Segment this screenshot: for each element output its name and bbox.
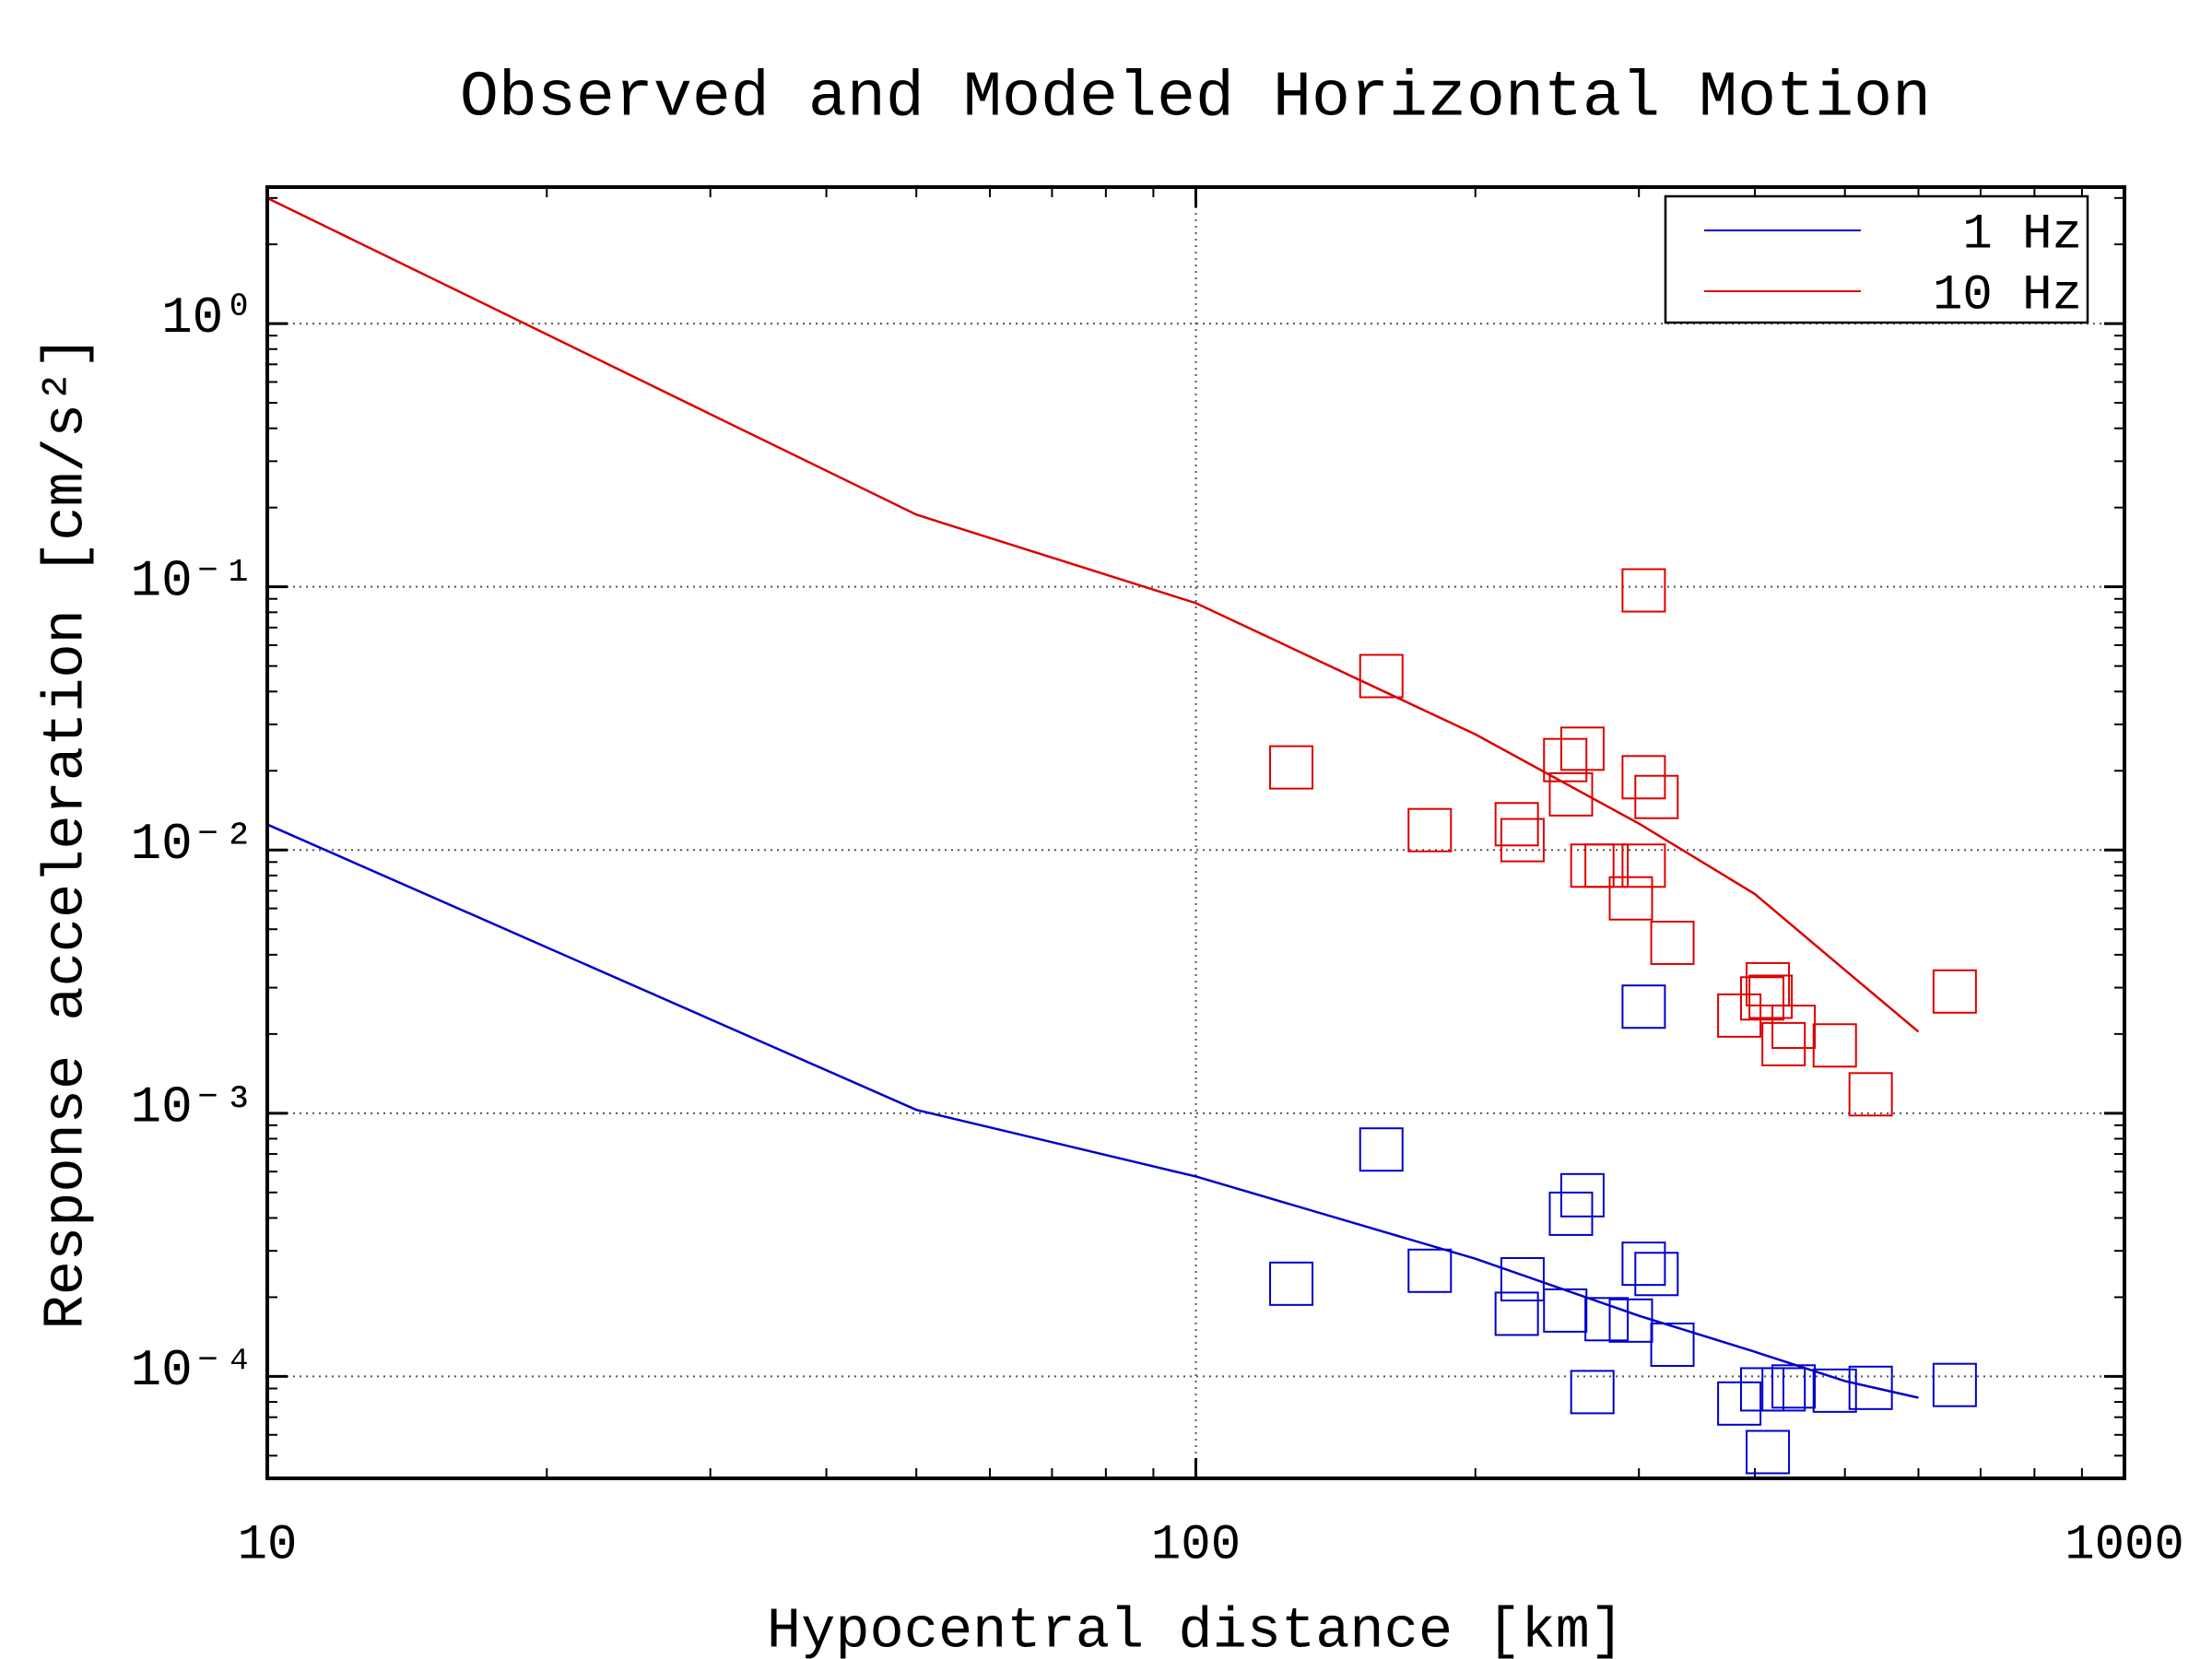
observed-point (1500, 818, 1545, 863)
legend-box (1664, 194, 2089, 324)
y-tick-label: 10⁻² (130, 815, 254, 874)
observed-point (1608, 876, 1653, 921)
observed-point (1848, 1072, 1893, 1117)
observed-point (1584, 1297, 1630, 1342)
legend-label: 10 Hz (1933, 267, 2082, 324)
observed-point (1848, 1365, 1893, 1410)
x-tick-label: 100 (1151, 1517, 1241, 1573)
y-tick-label: 10⁻³ (130, 1078, 254, 1137)
observed-point (1761, 1021, 1806, 1066)
chart-title: Observed and Modeled Horizontal Motion (460, 62, 1931, 135)
observed-point (1359, 653, 1404, 699)
observed-point (1494, 1291, 1539, 1336)
observed-point (1494, 802, 1539, 847)
y-axis-label: Response acceleration [cm/s²] (33, 335, 99, 1330)
x-tick-label: 10 (238, 1517, 298, 1573)
observed-point (1621, 1241, 1666, 1287)
observed-point (1634, 1252, 1679, 1297)
plot-frame (265, 185, 2126, 1480)
y-tick-label: 10⁻⁴ (130, 1341, 254, 1400)
observed-point (1621, 755, 1666, 800)
observed-point (1621, 984, 1666, 1030)
series-line (266, 196, 1920, 1033)
observed-point (1746, 1430, 1791, 1475)
observed-point (1717, 993, 1762, 1038)
observed-point (1407, 1248, 1453, 1293)
observed-point (1500, 1256, 1545, 1301)
observed-point (1739, 976, 1784, 1021)
observed-point (1548, 1191, 1594, 1236)
observed-point (1621, 843, 1666, 888)
observed-point (1634, 774, 1679, 819)
observed-point (1812, 1368, 1857, 1413)
observed-point (1584, 843, 1630, 888)
observed-point (1548, 771, 1594, 817)
observed-point (1812, 1023, 1857, 1068)
observed-point (1650, 920, 1695, 965)
observed-point (1559, 726, 1605, 771)
legend-label: 1 Hz (1962, 206, 2082, 263)
observed-point (1559, 1172, 1605, 1218)
observed-point (1621, 568, 1666, 613)
observed-point (1748, 974, 1794, 1019)
observed-point (1650, 1322, 1695, 1367)
observed-point (1761, 1367, 1806, 1412)
observed-point (1269, 1261, 1314, 1306)
x-tick-label: 1000 (2065, 1517, 2184, 1573)
observed-point (1717, 1381, 1762, 1426)
observed-point (1932, 969, 1977, 1014)
observed-point (1407, 807, 1453, 853)
series-line (266, 823, 1919, 1399)
observed-point (1932, 1362, 1977, 1407)
observed-point (1269, 745, 1314, 790)
observed-point (1570, 1370, 1615, 1415)
observed-point (1359, 1127, 1404, 1172)
observed-point (1543, 737, 1588, 782)
y-tick-label: 10⁰ (161, 288, 254, 347)
x-axis-label: Hypocentral distance [km] (767, 1598, 1624, 1659)
observed-point (1771, 1005, 1817, 1050)
y-tick-label: 10⁻¹ (130, 551, 254, 610)
observed-point (1746, 961, 1791, 1006)
